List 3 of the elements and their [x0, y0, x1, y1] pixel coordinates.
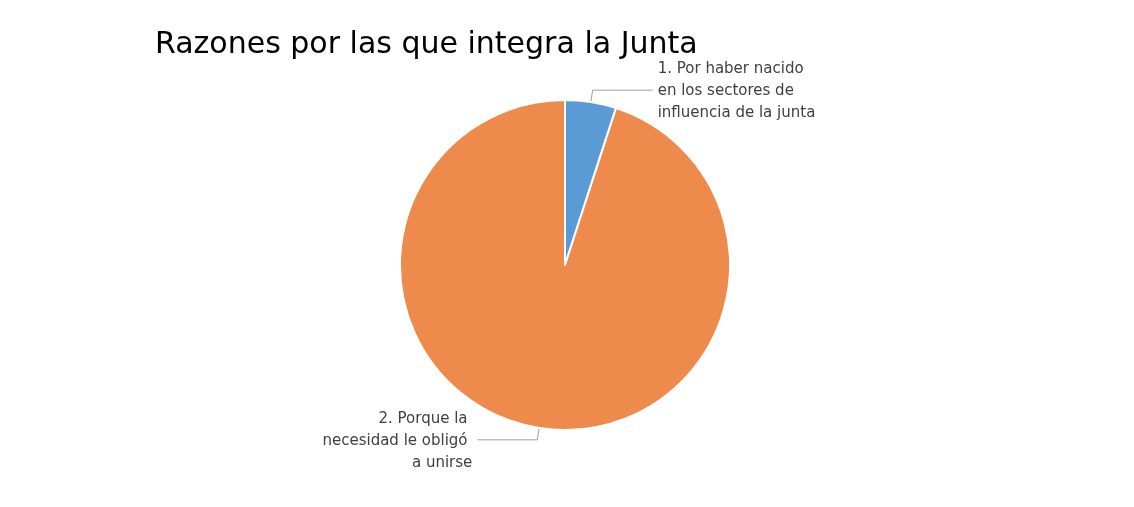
slice-label: 2. Porque la necesidad le obligó a unirse — [322, 408, 473, 471]
slice-label: 1. Por haber nacido en los sectores de influencia de la junta — [657, 59, 816, 122]
chart-title: Razones por las que integra la Junta — [155, 24, 698, 60]
